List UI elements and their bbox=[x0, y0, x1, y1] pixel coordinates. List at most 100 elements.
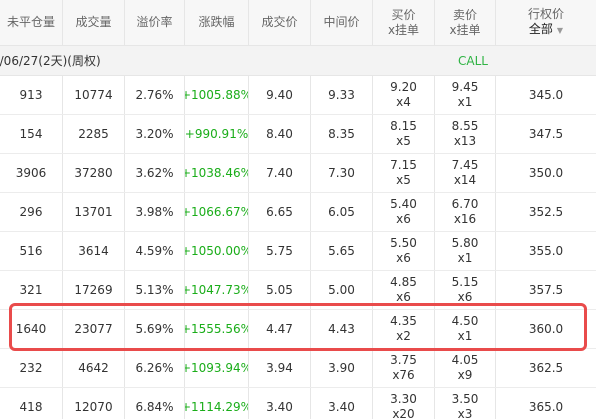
cell-last-price: 9.40 bbox=[249, 76, 311, 114]
cell-bid: 3.30 x20 bbox=[373, 388, 435, 419]
last-price-value: 8.40 bbox=[266, 126, 293, 141]
cell-premium: 4.59% bbox=[125, 232, 185, 270]
cell-change: +1093.94% bbox=[185, 349, 249, 387]
cell-strike: 357.5 bbox=[496, 271, 596, 309]
mid-price-value: 9.33 bbox=[328, 87, 355, 102]
premium-value: 3.20% bbox=[135, 126, 174, 141]
table-row[interactable]: 321 17269 5.13% +1047.73% 5.05 5.00 4.85 x6 5.15… bbox=[0, 271, 596, 310]
col-label: 未平仓量 bbox=[6, 15, 55, 29]
col-label: 涨跌幅 bbox=[198, 15, 235, 29]
table-row[interactable]: 232 4642 6.26% +1093.94% 3.94 3.90 3.75 x76 4.05… bbox=[0, 349, 596, 388]
premium-value: 4.59% bbox=[135, 243, 174, 258]
col-sublabel: x挂单 bbox=[449, 22, 481, 37]
volume-value: 17269 bbox=[74, 282, 113, 297]
cell-ask: 7.45 x14 bbox=[435, 154, 496, 192]
table-row[interactable]: 154 2285 3.20% +990.91% 8.40 8.35 8.15 x5 8.55 x1… bbox=[0, 115, 596, 154]
change-value: +990.91% bbox=[185, 126, 249, 141]
premium-value: 3.62% bbox=[135, 165, 174, 180]
strike-value: 365.0 bbox=[528, 399, 564, 414]
ask-size-value: x6 bbox=[457, 290, 473, 304]
strike-value: 360.0 bbox=[528, 321, 564, 336]
cell-open-interest: 913 bbox=[0, 76, 63, 114]
col-label: 成交量 bbox=[75, 15, 112, 29]
bid-value: 9.20 bbox=[390, 80, 417, 94]
expiry-label: 6/06/27(2天)(周权) bbox=[0, 54, 101, 68]
bid-size-value: x2 bbox=[396, 329, 411, 343]
ask-size-value: x1 bbox=[457, 95, 473, 109]
strike-value: 352.5 bbox=[528, 204, 564, 219]
table-row[interactable]: 418 12070 6.84% +1114.29% 3.40 3.40 3.30 x20 3.5… bbox=[0, 388, 596, 419]
ask-size-value: x9 bbox=[457, 368, 473, 382]
col-mid[interactable]: 中间价 bbox=[311, 0, 373, 45]
volume-value: 12070 bbox=[74, 399, 113, 414]
cell-premium: 3.62% bbox=[125, 154, 185, 192]
col-change[interactable]: 涨跌幅 bbox=[185, 0, 249, 45]
bid-value: 3.30 bbox=[390, 392, 417, 406]
cell-ask: 4.50 x1 bbox=[435, 310, 496, 348]
cell-last-price: 3.94 bbox=[249, 349, 311, 387]
ask-size-value: x13 bbox=[453, 134, 477, 148]
col-premium[interactable]: 溢价率 bbox=[125, 0, 185, 45]
table-row[interactable]: 1640 23077 5.69% +1555.56% 4.47 4.43 4.35 x2 4.5… bbox=[0, 310, 596, 349]
cell-ask: 3.50 x3 bbox=[435, 388, 496, 419]
premium-value: 5.13% bbox=[135, 282, 174, 297]
cell-ask: 6.70 x16 bbox=[435, 193, 496, 231]
premium-value: 6.26% bbox=[135, 360, 174, 375]
cell-volume: 13701 bbox=[63, 193, 125, 231]
cell-open-interest: 418 bbox=[0, 388, 63, 419]
cell-premium: 3.20% bbox=[125, 115, 185, 153]
cell-ask: 5.15 x6 bbox=[435, 271, 496, 309]
cell-open-interest: 296 bbox=[0, 193, 63, 231]
cell-volume: 10774 bbox=[63, 76, 125, 114]
open-interest-value: 3906 bbox=[15, 165, 47, 180]
col-label: 成交价 bbox=[261, 15, 298, 29]
open-interest-value: 232 bbox=[19, 360, 43, 375]
cell-strike: 360.0 bbox=[496, 310, 596, 348]
cell-mid-price: 9.33 bbox=[311, 76, 373, 114]
ask-size-value: x14 bbox=[453, 173, 477, 187]
last-price-value: 3.40 bbox=[266, 399, 293, 414]
strike-filter-dropdown[interactable]: 全部 ▼ bbox=[529, 22, 563, 38]
col-open-interest[interactable]: 未平仓量 bbox=[0, 0, 63, 45]
caret-down-icon: ▼ bbox=[556, 26, 564, 35]
cell-open-interest: 516 bbox=[0, 232, 63, 270]
volume-value: 4642 bbox=[78, 360, 109, 375]
premium-value: 2.76% bbox=[135, 87, 174, 102]
col-volume[interactable]: 成交量 bbox=[63, 0, 125, 45]
ask-value: 4.50 bbox=[451, 314, 479, 328]
strike-value: 347.5 bbox=[528, 126, 564, 141]
ask-value: 6.70 bbox=[451, 197, 479, 211]
col-last[interactable]: 成交价 bbox=[249, 0, 311, 45]
cell-last-price: 5.05 bbox=[249, 271, 311, 309]
table-row[interactable]: 3906 37280 3.62% +1038.46% 7.40 7.30 7.15 x5 7.4… bbox=[0, 154, 596, 193]
table-row[interactable]: 516 3614 4.59% +1050.00% 5.75 5.65 5.50 x6 5.80 x… bbox=[0, 232, 596, 271]
change-value: +1066.67% bbox=[185, 204, 249, 219]
cell-mid-price: 5.65 bbox=[311, 232, 373, 270]
cell-premium: 5.13% bbox=[125, 271, 185, 309]
strike-value: 362.5 bbox=[528, 360, 564, 375]
cell-volume: 2285 bbox=[63, 115, 125, 153]
col-label: 买价 bbox=[391, 7, 416, 22]
cell-change: +1555.56% bbox=[185, 310, 249, 348]
bid-value: 4.35 bbox=[390, 314, 417, 328]
cell-volume: 3614 bbox=[63, 232, 125, 270]
table-row[interactable]: 913 10774 2.76% +1005.88% 9.40 9.33 9.20 x4 9.45… bbox=[0, 76, 596, 115]
ask-value: 8.55 bbox=[451, 119, 479, 133]
bid-value: 3.75 bbox=[390, 353, 417, 367]
bid-size-value: x6 bbox=[396, 290, 411, 304]
cell-strike: 345.0 bbox=[496, 76, 596, 114]
cell-change: +1005.88% bbox=[185, 76, 249, 114]
col-strike[interactable]: 行权价 全部 ▼ bbox=[496, 0, 596, 45]
cell-bid: 9.20 x4 bbox=[373, 76, 435, 114]
table-row[interactable]: 296 13701 3.98% +1066.67% 6.65 6.05 5.40 x6 6.70… bbox=[0, 193, 596, 232]
expiry-group-row[interactable]: 6/06/27(2天)(周权) CALL bbox=[0, 46, 596, 76]
open-interest-value: 913 bbox=[19, 87, 43, 102]
cell-ask: 8.55 x13 bbox=[435, 115, 496, 153]
col-bid[interactable]: 买价 x挂单 bbox=[373, 0, 435, 45]
col-ask[interactable]: 卖价 x挂单 bbox=[435, 0, 496, 45]
cell-mid-price: 3.90 bbox=[311, 349, 373, 387]
cell-open-interest: 154 bbox=[0, 115, 63, 153]
strike-value: 357.5 bbox=[528, 282, 564, 297]
cell-open-interest: 3906 bbox=[0, 154, 63, 192]
